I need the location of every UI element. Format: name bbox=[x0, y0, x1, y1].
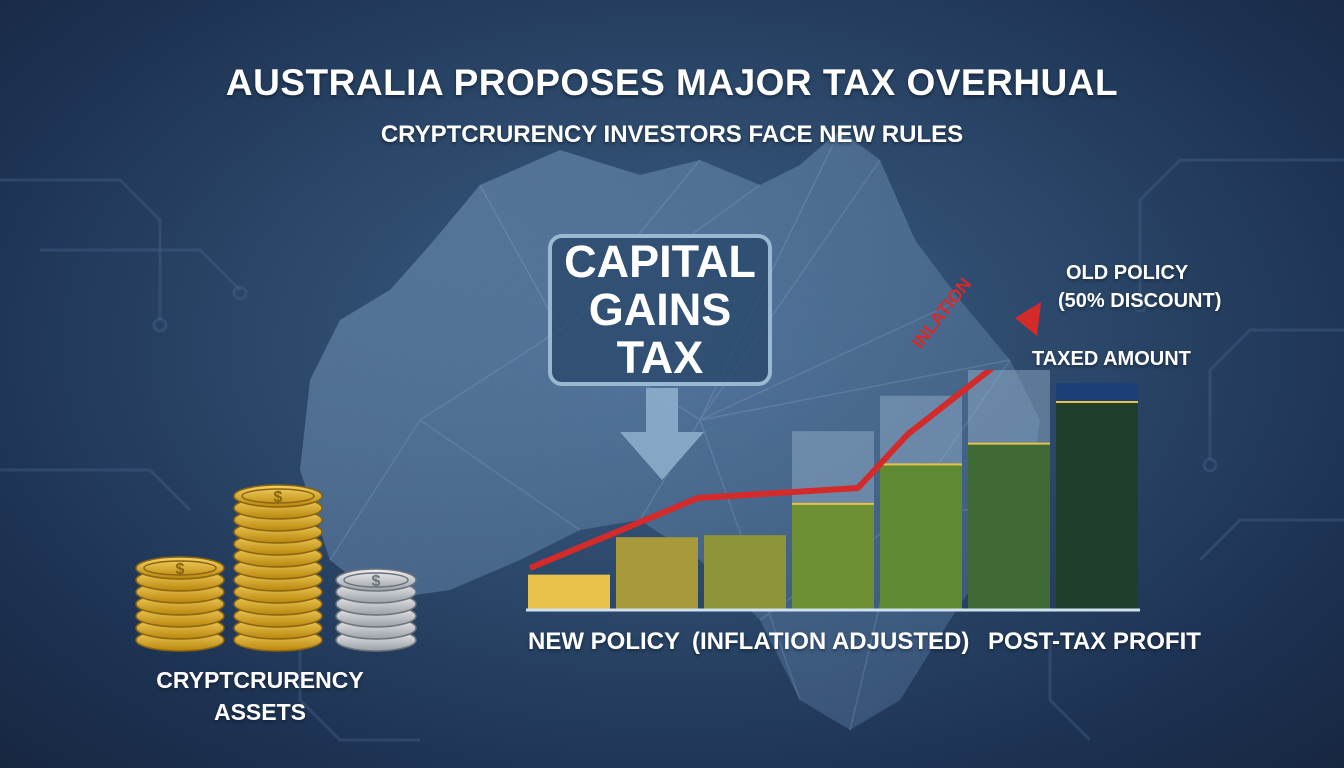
coin-face bbox=[343, 572, 409, 588]
down-arrow-icon bbox=[620, 388, 704, 480]
coin-symbol: $ bbox=[372, 573, 381, 590]
coin-stack: $ bbox=[135, 556, 225, 652]
bar-chart bbox=[526, 370, 1140, 612]
bar-5 bbox=[880, 464, 962, 610]
headline: AUSTRALIA PROPOSES MAJOR TAX OVERHUAL bbox=[225, 62, 1119, 103]
new-policy-label: NEW POLICY bbox=[528, 628, 681, 655]
coin-stack-icon: $ $ $ bbox=[135, 484, 417, 652]
crypto-assets-line-1: CRYPTCRURENCY bbox=[156, 667, 364, 693]
coin-stack: $ bbox=[335, 568, 417, 652]
bar-4 bbox=[792, 503, 874, 610]
bar-3 bbox=[704, 535, 786, 610]
crypto-assets-line-2: ASSETS bbox=[213, 699, 307, 725]
trend-arrow-icon bbox=[528, 370, 995, 571]
crypto-assets-label: CRYPTCRURENCY ASSETS bbox=[140, 664, 380, 728]
coin-face bbox=[241, 488, 315, 504]
post-tax-profit-label: POST-TAX PROFIT bbox=[988, 628, 1201, 655]
subheadline: CRYPTCRURENCY INVESTORS FACE NEW RULES bbox=[380, 121, 964, 148]
coin-face bbox=[143, 560, 217, 576]
capital-gains-tax-box: CAPITAL GAINS TAX bbox=[548, 234, 772, 386]
trend-arrow-head-icon bbox=[1015, 302, 1041, 336]
old-policy-line-1: OLD POLICY bbox=[1066, 262, 1189, 284]
bar-7 bbox=[1056, 402, 1138, 610]
bar-upper-7 bbox=[1056, 383, 1138, 402]
old-policy-line-2: (50% DISCOUNT) bbox=[1058, 290, 1222, 312]
inflation-adjusted-label: (INFLATION ADJUSTED) bbox=[692, 628, 970, 655]
cgt-line-1: CAPITAL bbox=[564, 236, 756, 287]
bar-2 bbox=[616, 537, 698, 610]
circuit-lines bbox=[0, 158, 1344, 742]
cgt-line-3: TAX bbox=[616, 332, 704, 383]
coin-symbol: $ bbox=[274, 489, 283, 506]
bar-1 bbox=[528, 574, 610, 610]
bar-6 bbox=[968, 443, 1050, 610]
coin-symbol: $ bbox=[176, 561, 185, 578]
taxed-amount-label: TAXED AMOUNT bbox=[1032, 348, 1191, 370]
bar-upper-6 bbox=[968, 370, 1050, 444]
cgt-line-2: GAINS bbox=[588, 284, 732, 335]
coin-stack: $ bbox=[233, 484, 323, 652]
